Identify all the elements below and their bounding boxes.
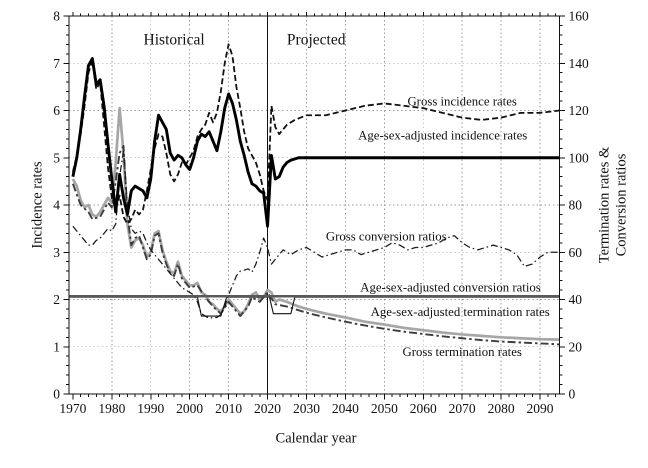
x-tick-label-2070: 2070 xyxy=(449,401,476,416)
x-tick-label-2020: 2020 xyxy=(254,401,281,416)
y-right-tick-label-160: 160 xyxy=(569,9,590,24)
x-tick-label-2040: 2040 xyxy=(332,401,359,416)
annotation-age-sex-adjusted-termination-rates: Age-sex-adjusted termination rates xyxy=(371,305,550,319)
x-tick-label-2090: 2090 xyxy=(527,401,554,416)
y-left-tick-label-0: 0 xyxy=(53,387,60,402)
y-left-tick-label-1: 1 xyxy=(53,339,60,354)
series-age-sex-adjusted-termination-rates xyxy=(71,106,560,342)
y-left-tick-label-6: 6 xyxy=(53,103,60,118)
annotation-age-sex-adjusted-incidence-rates: Age-sex-adjusted incidence rates xyxy=(358,128,527,142)
x-tick-label-1990: 1990 xyxy=(137,401,164,416)
y-left-tick-label-8: 8 xyxy=(53,9,60,24)
x-axis-title: Calendar year xyxy=(275,430,357,447)
y-left-tick-label-2: 2 xyxy=(53,292,60,307)
x-tick-label-2000: 2000 xyxy=(176,401,203,416)
region-label-projected: Projected xyxy=(287,32,346,49)
x-tick-label-1980: 1980 xyxy=(98,401,125,416)
y-left-tick-label-4: 4 xyxy=(53,198,60,213)
series-age-sex-adjusted-incidence-rates xyxy=(71,57,560,228)
y-right-tick-label-20: 20 xyxy=(569,339,583,354)
y-right-tick-label-100: 100 xyxy=(569,150,590,165)
y-left-tick-label-7: 7 xyxy=(53,56,60,71)
x-tick-label-2030: 2030 xyxy=(293,401,320,416)
y-axis-left-title: Incidence rates xyxy=(29,161,46,249)
y-axis-right-title-line1: Termination rates & xyxy=(596,146,613,264)
annotation-gross-conversion-ratios: Gross conversion ratios xyxy=(326,229,447,243)
y-right-tick-label-60: 60 xyxy=(569,245,583,260)
region-label-historical: Historical xyxy=(144,32,205,49)
x-tick-label-2050: 2050 xyxy=(371,401,398,416)
x-tick-label-2060: 2060 xyxy=(410,401,437,416)
x-tick-label-1970: 1970 xyxy=(59,401,86,416)
y-right-tick-label-80: 80 xyxy=(569,198,583,213)
annotation-age-sex-adjusted-conversion-ratios: Age-sex-adjusted conversion ratios xyxy=(360,281,541,295)
y-right-tick-label-0: 0 xyxy=(569,387,576,402)
y-left-tick-label-3: 3 xyxy=(53,245,60,260)
y-right-tick-label-140: 140 xyxy=(569,56,590,71)
y-right-tick-label-40: 40 xyxy=(569,292,583,307)
y-axis-right-title-line2: Conversion ratios xyxy=(613,153,629,257)
y-axis-right-title: Termination rates & Conversion ratios xyxy=(596,147,629,264)
x-tick-label-2080: 2080 xyxy=(488,401,515,416)
x-tick-label-2010: 2010 xyxy=(215,401,242,416)
y-right-tick-label-120: 120 xyxy=(569,103,590,118)
series-gross-conversion-ratios xyxy=(72,150,560,320)
annotation-gross-incidence-rates: Gross incidence rates xyxy=(407,94,516,108)
y-left-tick-label-5: 5 xyxy=(53,150,60,165)
annotation-gross-termination-rates: Gross termination rates xyxy=(402,345,521,359)
series-gross-termination-rates xyxy=(71,144,560,346)
